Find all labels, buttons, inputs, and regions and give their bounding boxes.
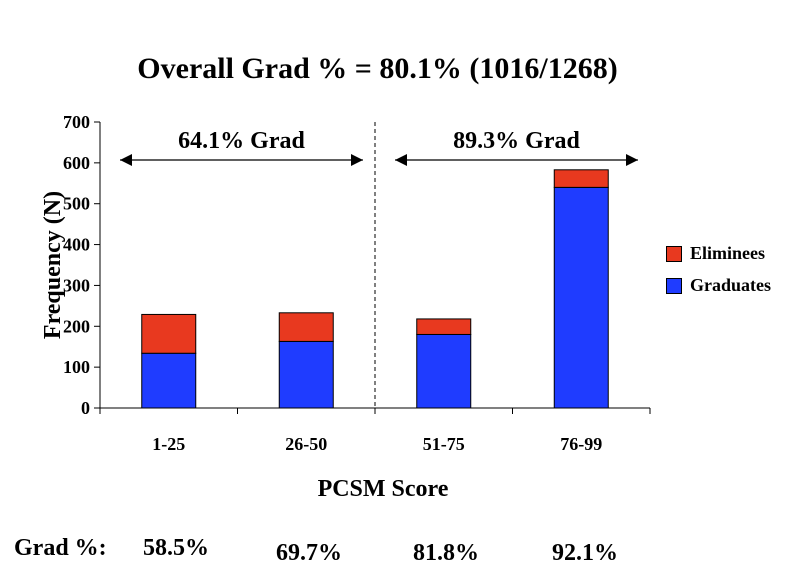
annotation-arrowhead-right-1: [626, 154, 638, 166]
bar-eliminees-76-99: [553, 169, 609, 188]
x-axis-label: PCSM Score: [318, 476, 449, 502]
x-tick-label-1-25: 1-25: [152, 434, 185, 454]
bar-eliminees-51-75: [416, 318, 472, 335]
y-tick-label-200: 200: [63, 316, 90, 336]
annotation-arrowhead-left-1: [395, 154, 407, 166]
legend-label-graduates: Graduates: [690, 275, 771, 295]
bar-graduates-26-50: [278, 340, 334, 409]
annotation-arrowhead-right-0: [351, 154, 363, 166]
grad-row-label: Grad %:: [14, 535, 107, 561]
legend-label-eliminees: Eliminees: [690, 243, 765, 263]
grad-pct-76-99: 92.1%: [552, 540, 618, 566]
grad-pct-51-75: 81.8%: [413, 540, 479, 566]
legend-swatch-graduates: [666, 277, 682, 294]
chart-title: Overall Grad % = 80.1% (1016/1268): [137, 52, 618, 85]
y-tick-label-600: 600: [63, 153, 90, 173]
legend-item-graduates: Graduates: [666, 275, 771, 296]
y-tick-label-0: 0: [81, 398, 90, 418]
bar-graduates-76-99: [553, 186, 609, 409]
annotation-arrowhead-left-0: [120, 154, 132, 166]
x-tick-label-26-50: 26-50: [285, 434, 327, 454]
legend-item-eliminees: Eliminees: [666, 243, 765, 264]
y-tick-label-500: 500: [63, 194, 90, 214]
bar-graduates-1-25: [141, 352, 197, 409]
y-axis-label: Frequency (N): [40, 191, 66, 339]
grad-pct-26-50: 69.7%: [276, 540, 342, 566]
bar-graduates-51-75: [416, 333, 472, 409]
annotation-label-0: 64.1% Grad: [178, 128, 305, 154]
annotation-label-1: 89.3% Grad: [453, 128, 580, 154]
y-tick-label-400: 400: [63, 235, 90, 255]
legend-swatch-eliminees: [666, 245, 682, 262]
grad-pct-1-25: 58.5%: [143, 535, 209, 561]
x-tick-label-51-75: 51-75: [423, 434, 465, 454]
x-tick-label-76-99: 76-99: [560, 434, 602, 454]
y-tick-label-700: 700: [63, 112, 90, 132]
bar-eliminees-26-50: [278, 312, 334, 342]
y-tick-label-300: 300: [63, 275, 90, 295]
bar-eliminees-1-25: [141, 313, 197, 354]
y-tick-label-100: 100: [63, 357, 90, 377]
